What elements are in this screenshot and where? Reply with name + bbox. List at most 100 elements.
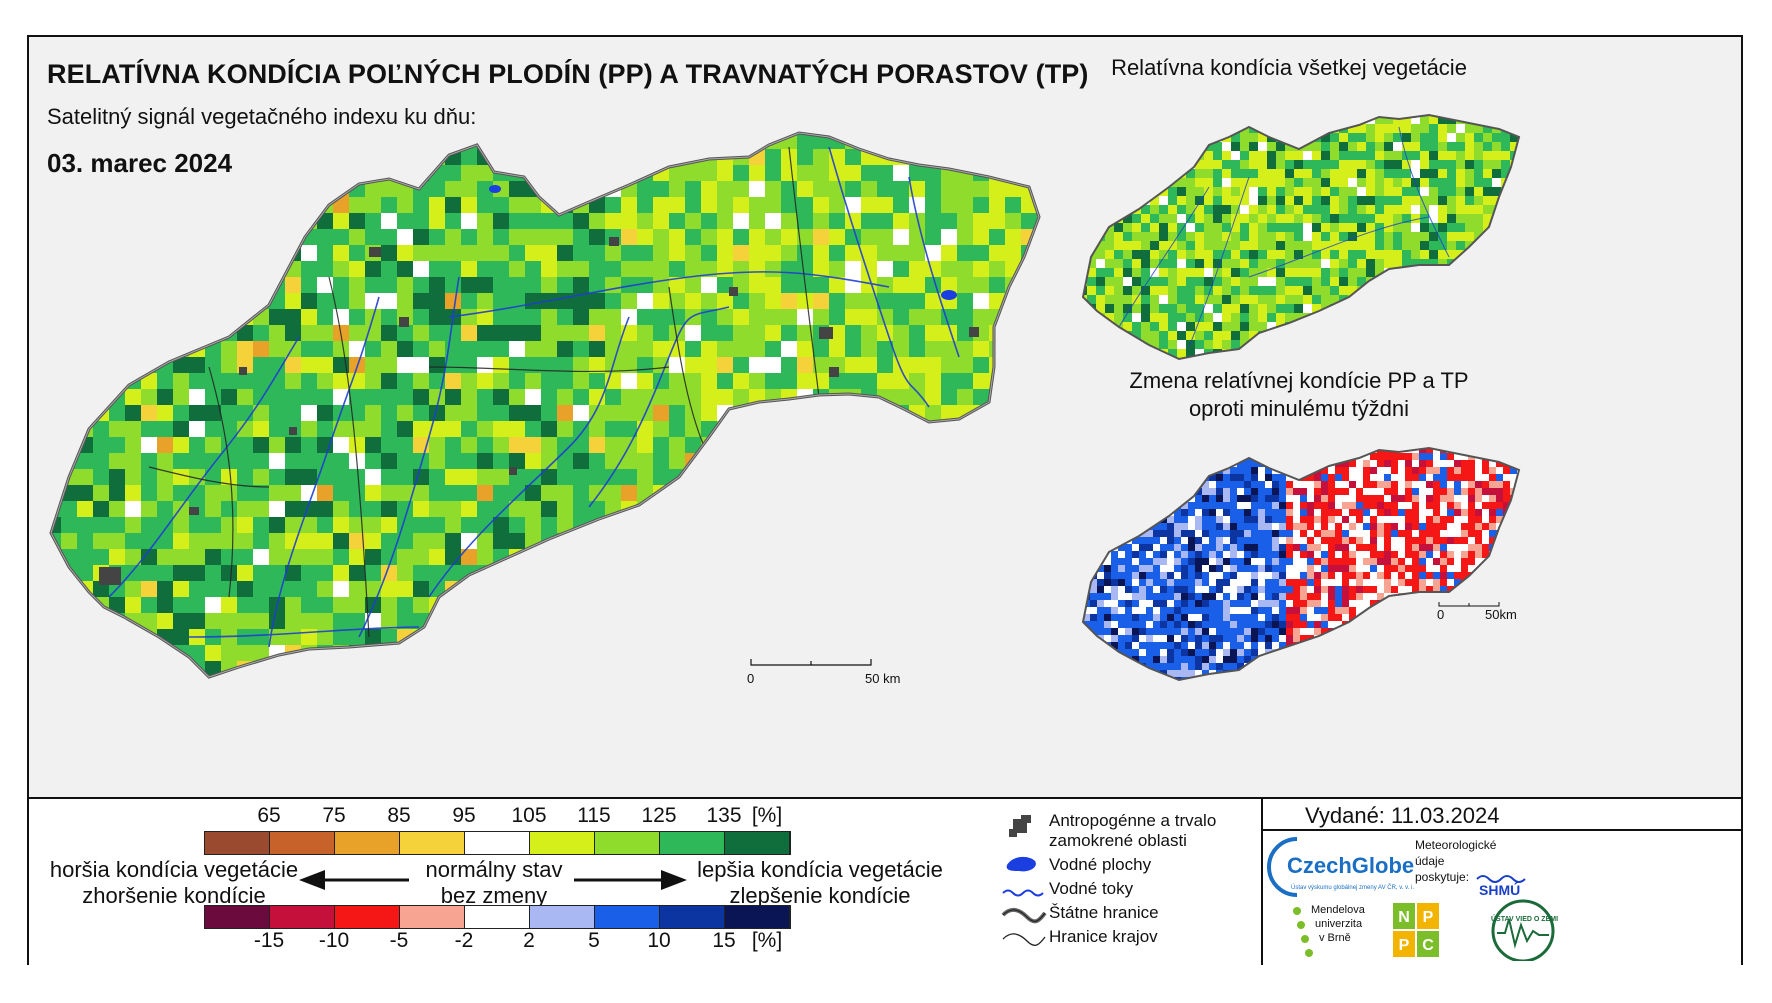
change-cell [1468,488,1476,496]
change-cell [1167,453,1175,461]
vegetation-cell [1267,340,1277,350]
vegetation-cell [1348,304,1358,314]
condition-cell [301,53,318,70]
change-cell [1293,481,1301,489]
vegetation-cell [1249,115,1259,116]
vegetation-cell [1177,304,1187,314]
condition-cell [765,517,782,534]
condition-cell [813,101,830,118]
change-cell [1293,467,1301,475]
condition-cell [237,597,254,614]
vegetation-cell [1087,160,1097,170]
condition-cell [397,69,414,86]
change-cell [1496,453,1504,461]
condition-cell [461,245,478,262]
change-cell [1223,474,1231,482]
condition-cell [989,37,1006,54]
vegetation-cell [1276,169,1286,179]
condition-cell [925,197,942,214]
condition-cell [669,421,686,438]
condition-cell [109,517,126,534]
vegetation-cell [1159,142,1169,152]
condition-cell [1021,613,1038,630]
condition-cell [605,437,622,454]
condition-cell [157,421,174,438]
change-cell [1475,432,1483,440]
change-cell [1419,448,1427,454]
vegetation-cell [1213,304,1223,314]
condition-cell [349,213,366,230]
condition-cell [861,645,878,662]
vegetation-cell [1087,178,1097,188]
vegetation-cell [1429,124,1439,134]
condition-cell [525,421,542,438]
vegetation-cell [1357,178,1367,188]
change-cell [1342,488,1350,496]
vegetation-cell [1087,205,1097,215]
vegetation-cell [1483,331,1493,341]
condition-cell [877,341,894,358]
vegetation-cell [1483,97,1493,107]
condition-cell [445,245,462,262]
vegetation-cell [1348,322,1358,332]
condition-cell [51,149,62,166]
condition-cell [717,133,734,134]
vegetation-cell [1411,322,1421,332]
condition-cell [189,293,206,310]
change-cell [1468,439,1476,447]
condition-cell [973,341,990,358]
vegetation-cell [1456,322,1466,332]
condition-cell [797,437,814,454]
vegetation-cell [1258,187,1268,197]
condition-cell [445,629,462,646]
vegetation-cell [1141,151,1151,161]
change-cell [1440,474,1448,482]
change-cell [1223,481,1231,489]
condition-cell [733,37,750,54]
condition-cell [269,549,286,566]
vegetation-cell [1150,169,1160,179]
condition-cell [125,677,142,694]
vegetation-cell [1096,151,1106,161]
vegetation-cell [1249,214,1259,224]
change-cell [1335,474,1343,482]
condition-cell [589,133,606,134]
condition-cell [29,453,46,470]
condition-cell [349,389,366,406]
condition-cell [621,549,638,566]
condition-cell [973,293,990,310]
change-cell [1538,432,1539,440]
condition-cell [845,501,862,518]
vegetation-cell [1258,340,1268,350]
main-map-urban-areas [99,237,979,585]
condition-cell [557,37,574,54]
change-cell [1447,488,1455,496]
condition-cell [733,197,750,214]
vegetation-cell [1528,268,1538,278]
vegetation-cell [1150,322,1160,332]
change-cell [1174,448,1182,454]
condition-cell [381,501,398,518]
vegetation-cell [1393,331,1403,341]
condition-cell [797,245,814,262]
condition-cell [941,37,958,54]
vegetation-cell [1429,97,1439,107]
vegetation-cell [1213,322,1223,332]
condition-cell [237,693,254,710]
vegetation-cell [1447,349,1457,359]
change-cell [1069,432,1077,440]
condition-cell [797,85,814,102]
condition-cell [1021,69,1038,86]
condition-cell [77,133,94,134]
condition-cell [237,389,254,406]
vegetation-cell [1141,259,1151,269]
vegetation-cell [1141,250,1151,260]
vegetation-cell [1474,286,1484,296]
condition-cell [957,293,974,310]
vegetation-cell [1411,313,1421,323]
condition-cell [317,325,334,342]
vegetation-cell [1537,286,1539,296]
vegetation-cell [1339,340,1349,350]
change-cell [1300,432,1308,440]
vegetation-cell [1087,115,1097,116]
